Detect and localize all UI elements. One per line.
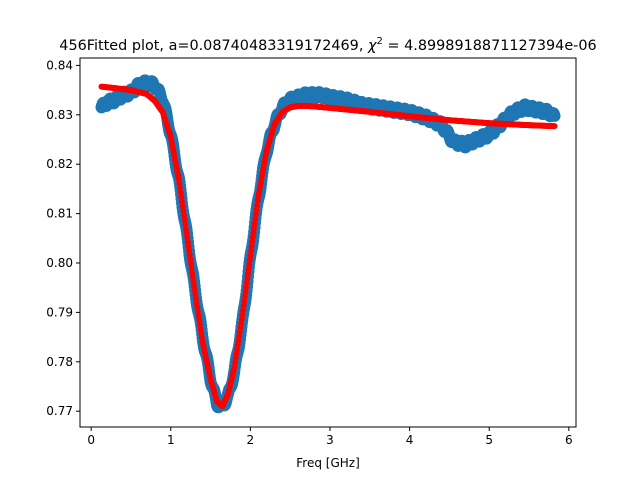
fit-point	[246, 257, 253, 264]
chart-title: 456Fitted plot, a=0.08740483319172469, χ…	[59, 36, 596, 54]
fit-point	[249, 234, 256, 241]
fit-point	[182, 221, 189, 228]
fit-point	[243, 284, 250, 291]
fit-point	[240, 307, 247, 314]
fit-point	[179, 203, 186, 210]
y-tick-label: 0.79	[46, 305, 73, 319]
chart-title-chi-symbol: χ	[367, 38, 377, 54]
plot-frame	[79, 57, 577, 428]
fit-point	[251, 220, 258, 227]
fit-point	[240, 302, 247, 309]
fit-point	[185, 243, 192, 250]
fit-point	[245, 266, 252, 273]
fit-point	[190, 278, 197, 285]
x-tick-label: 2	[247, 433, 255, 447]
fit-point	[183, 230, 190, 237]
fit-point	[179, 198, 186, 205]
fit-point	[188, 265, 195, 272]
series-fit-curve	[98, 83, 558, 410]
fit-point	[242, 289, 249, 296]
fit-point	[178, 194, 185, 201]
fit-point	[239, 311, 246, 318]
y-tick-label: 0.80	[46, 256, 73, 270]
fit-point	[241, 293, 248, 300]
fit-point	[191, 282, 198, 289]
fit-point	[251, 225, 258, 232]
fit-point	[180, 207, 187, 214]
fit-point	[183, 225, 190, 232]
fit-point	[184, 239, 191, 246]
y-tick-label: 0.83	[46, 108, 73, 122]
x-tick-label: 1	[167, 433, 175, 447]
y-tick-label: 0.82	[46, 157, 73, 171]
fit-point	[187, 260, 194, 267]
fit-point	[243, 279, 250, 286]
fit-point	[241, 298, 248, 305]
y-tick-label: 0.84	[46, 58, 73, 72]
fit-point	[247, 248, 254, 255]
y-tick-label: 0.81	[46, 207, 73, 221]
fit-point	[189, 269, 196, 276]
fit-point	[187, 256, 194, 263]
x-tick-label: 4	[406, 433, 414, 447]
fit-point	[177, 185, 184, 192]
x-tick-label: 0	[87, 433, 95, 447]
chart-title-chi-exponent: 2	[377, 36, 383, 47]
fit-point	[176, 180, 183, 187]
fit-point	[247, 252, 254, 259]
chart-title-suffix: = 4.8998918871127394e-06	[383, 38, 597, 54]
fit-point	[252, 211, 259, 218]
fit-point	[246, 261, 253, 268]
fit-point	[244, 270, 251, 277]
y-tick-label: 0.78	[46, 355, 73, 369]
x-axis-label: Freq [GHz]	[296, 456, 360, 470]
fit-point	[248, 243, 255, 250]
fit-point	[181, 212, 188, 219]
fit-point	[189, 274, 196, 281]
y-axis: 0.77 0.78 0.79 0.80 0.81 0.82 0.83 0.84	[46, 58, 80, 418]
fit-point	[186, 252, 193, 259]
fit-point	[186, 247, 193, 254]
fit-point	[254, 202, 261, 209]
x-tick-label: 5	[485, 433, 493, 447]
fit-point	[250, 229, 257, 236]
fit-point	[551, 123, 558, 130]
fit-point	[244, 275, 251, 282]
data-points-group	[95, 74, 561, 414]
fit-point	[184, 234, 191, 241]
measured-point	[548, 109, 561, 122]
fit-point	[249, 238, 256, 245]
x-axis: 0 1 2 3 4 5 6	[87, 427, 573, 447]
chart-title-prefix: 456Fitted plot, a=0.08740483319172469,	[59, 38, 368, 54]
fit-point	[254, 197, 261, 204]
x-tick-label: 6	[565, 433, 573, 447]
x-tick-label: 3	[326, 433, 334, 447]
fit-point	[181, 216, 188, 223]
fit-point	[253, 206, 260, 213]
fit-point	[252, 216, 259, 223]
fit-point	[177, 189, 184, 196]
fit-point	[175, 176, 182, 183]
y-tick-label: 0.77	[46, 404, 73, 418]
